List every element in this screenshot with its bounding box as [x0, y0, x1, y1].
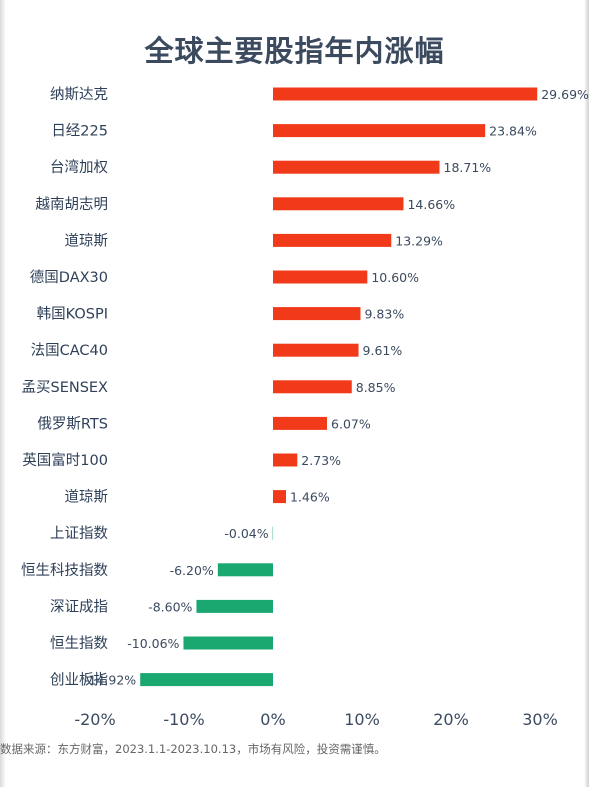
x-tick-label: 0% — [260, 710, 285, 729]
category-label: 韩国KOSPI — [37, 306, 108, 323]
data-label: 9.83% — [364, 307, 404, 322]
data-label: 18.71% — [444, 160, 492, 175]
data-label: -0.04% — [224, 526, 268, 541]
bar — [273, 233, 392, 247]
left-frame-edge — [0, 0, 6, 787]
category-label: 纳斯达克 — [50, 86, 108, 103]
bar — [273, 380, 352, 394]
x-tick-label: 20% — [433, 710, 469, 729]
category-label: 日经225 — [51, 123, 108, 140]
data-label: 9.61% — [363, 343, 403, 358]
category-label: 上证指数 — [50, 525, 108, 542]
bar — [273, 124, 486, 138]
bar — [196, 599, 273, 613]
data-label: 23.84% — [489, 124, 537, 139]
source-note: 数据来源：东方财富，2023.1.1-2023.10.13，市场有风险，投资需谨… — [0, 742, 386, 756]
category-label: 恒生指数 — [50, 635, 108, 652]
chart-title: 全球主要股指年内涨幅 — [144, 34, 445, 68]
x-tick-label: 10% — [344, 710, 380, 729]
data-label: 8.85% — [356, 380, 396, 395]
data-label: 10.60% — [371, 270, 419, 285]
data-label: 29.69% — [541, 87, 589, 102]
category-label: 道琼斯 — [65, 489, 109, 506]
category-label: 深证成指 — [50, 598, 108, 615]
bar — [273, 160, 440, 174]
data-label: -6.20% — [170, 563, 214, 578]
bar — [273, 87, 538, 101]
category-label: 创业板指 — [50, 671, 108, 689]
category-label: 越南胡志明 — [36, 196, 109, 213]
data-label: 1.46% — [290, 490, 330, 505]
category-label: 俄罗斯RTS — [37, 415, 108, 432]
category-label: 道琼斯 — [65, 232, 109, 249]
data-label: -14.92% — [84, 673, 136, 688]
x-tick-label: -20% — [74, 710, 115, 729]
bar — [273, 270, 368, 284]
bar — [273, 416, 328, 430]
x-tick-label: 30% — [522, 710, 558, 729]
bar — [183, 636, 273, 650]
right-frame-edge — [584, 0, 589, 787]
category-label: 孟买SENSEX — [21, 379, 108, 396]
data-label: -10.06% — [127, 636, 179, 651]
bar — [273, 453, 298, 467]
data-label: 2.73% — [301, 453, 341, 468]
data-label: -8.60% — [148, 599, 192, 614]
category-label: 英国富时100 — [22, 451, 108, 469]
data-label: 6.07% — [331, 416, 371, 431]
category-label: 台湾加权 — [50, 159, 108, 176]
category-label: 德国DAX30 — [30, 269, 108, 286]
data-label: 14.66% — [407, 197, 455, 212]
bar — [140, 673, 273, 687]
bar — [273, 343, 359, 357]
category-label: 法国CAC40 — [31, 342, 108, 359]
bar — [217, 563, 273, 577]
x-tick-label: -10% — [163, 710, 204, 729]
category-label: 恒生科技指数 — [21, 562, 108, 579]
bar — [273, 197, 404, 211]
data-label: 13.29% — [395, 233, 443, 248]
bar — [273, 307, 361, 321]
bar — [273, 490, 286, 504]
